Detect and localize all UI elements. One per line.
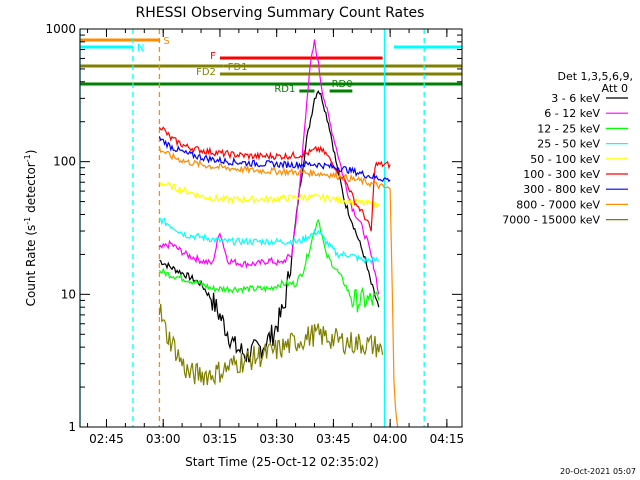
legend-label: 7000 - 15000 keV: [502, 214, 600, 227]
plot-frame: [79, 28, 463, 428]
legend-label: 300 - 800 keV: [523, 183, 600, 196]
series-layer: [158, 39, 399, 427]
x-axis-label: Start Time (25-Oct-12 02:35:02): [185, 455, 379, 469]
x-tick-label: 02:45: [89, 432, 124, 446]
series-line: [158, 303, 384, 386]
interval-label: S: [163, 36, 169, 47]
series-line: [158, 217, 380, 265]
x-tick-label: 03:30: [259, 432, 294, 446]
x-tick-label: 04:00: [373, 432, 408, 446]
series-line: [158, 218, 380, 313]
series-line: [158, 39, 380, 295]
chart-title: RHESSI Observing Summary Count Rates: [136, 5, 425, 21]
legend-label: 12 - 25 keV: [537, 122, 600, 135]
y-tick-label: 1: [68, 420, 76, 434]
y-tick-label: 100: [53, 155, 76, 169]
interval-label: FD2: [196, 67, 216, 78]
observing-intervals: SNFFD1FD2RD0RD1: [80, 36, 462, 95]
x-tick-label: 03:00: [146, 432, 181, 446]
y-axis: 1 10 100 1000: [45, 22, 462, 434]
legend-label: 800 - 7000 keV: [516, 198, 600, 211]
series-line: [158, 126, 391, 232]
y-tick-label: 10: [61, 287, 76, 301]
interval-label: F: [210, 51, 216, 62]
x-axis: 02:45 03:00 03:15 03:30 03:45 04:00 04:15: [87, 29, 465, 446]
y-axis-label: Count Rate (s-1 detector-1): [23, 150, 38, 307]
y-tick-label: 1000: [45, 22, 76, 36]
legend-label: 50 - 100 keV: [530, 153, 600, 166]
x-tick-label: 03:45: [316, 432, 351, 446]
legend-label: 6 - 12 keV: [544, 107, 600, 120]
legend-label: 100 - 300 keV: [523, 168, 600, 181]
legend-label: 3 - 6 keV: [551, 92, 600, 105]
interval-label: RD1: [274, 84, 295, 95]
interval-label: N: [137, 43, 144, 54]
series-line: [158, 136, 391, 183]
series-line: [158, 146, 399, 427]
series-line: [158, 181, 380, 209]
legend-label: 25 - 50 keV: [537, 138, 600, 151]
x-tick-label: 03:15: [203, 432, 238, 446]
legend: Det 1,3,5,6,9, Att 0 3 - 6 keV 6 - 12 keV…: [502, 70, 633, 227]
legend-header-line1: Det 1,3,5,6,9,: [557, 70, 633, 83]
legend-header-line2: Att 0: [602, 82, 628, 95]
x-tick-label: 04:15: [430, 432, 465, 446]
footer-timestamp: 20-Oct-2021 05:07: [560, 467, 636, 476]
